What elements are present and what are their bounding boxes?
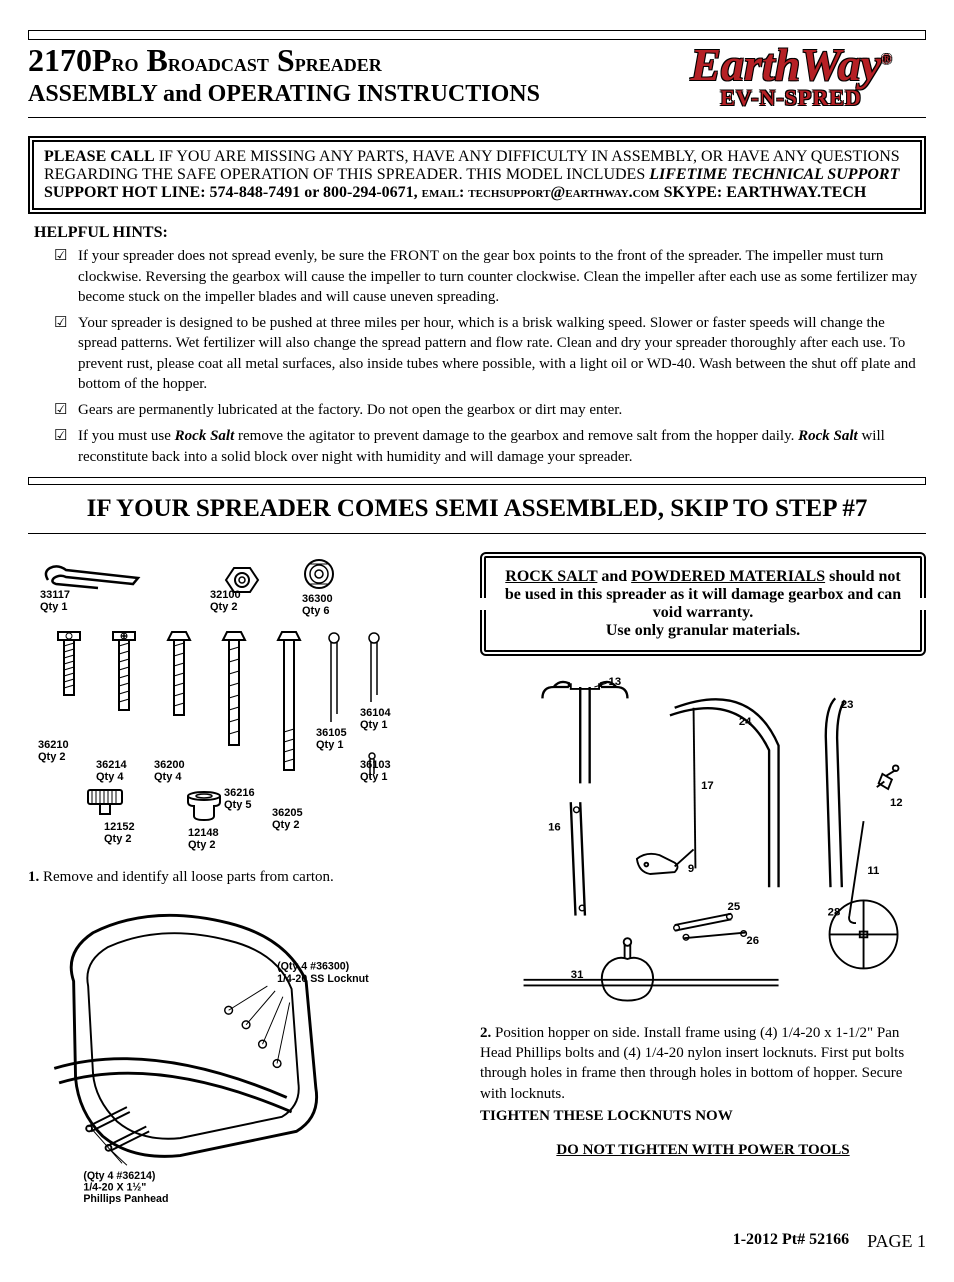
part-qty: Qty 2 [210,601,238,613]
step1-num: 1. [28,869,39,885]
callout-13: 13 [609,676,622,688]
hints-section: HELPFUL HINTS: If your spreader does not… [34,224,920,467]
svg-text:Qty 2: Qty 2 [188,839,216,851]
svg-text:36205: 36205 [272,807,303,819]
rock-salt-warning: ROCK SALT and POWDERED MATERIALS should … [480,552,926,656]
callout-17: 17 [701,780,714,792]
step2-text: Position hopper on side. Install frame u… [480,1025,904,1102]
hint-item: Gears are permanently lubricated at the … [54,400,920,420]
title-block: 2170Pro Broadcast Spreader ASSEMBLY and … [28,42,656,108]
step1-text: Remove and identify all loose parts from… [39,869,334,885]
skype: SKYPE: EARTHWAY.TECH [660,184,867,201]
part-qty: Qty 1 [40,601,68,613]
phillips-label-1: (Qty 4 #36214) [83,1170,156,1182]
callout-31: 31 [571,969,584,981]
support-line1: PLEASE CALL IF YOU ARE MISSING ANY PARTS… [44,148,910,184]
hotline: SUPPORT HOT LINE: 574-848-7491 or 800-29… [44,184,422,201]
warn-powdered: POWDERED MATERIALS [631,568,825,585]
hopper-figure: (Qty 4 #36300) 1/4-20 SS Locknut (Qty 4 … [28,894,468,1204]
subtitle: ASSEMBLY and OPERATING INSTRUCTIONS [28,81,656,108]
parts-diagram: 33117 Qty 1 32100 Qty 2 36300 Qty 6 [28,552,468,852]
callout-11: 11 [867,865,879,877]
h4-mid: remove the agitator to prevent damage to… [234,428,798,444]
hint-item: If your spreader does not spread evenly,… [54,246,920,307]
tighten-now: TIGHTEN THESE LOCKNUTS NOW [480,1106,926,1126]
column-left: 33117 Qty 1 32100 Qty 2 36300 Qty 6 [28,552,468,1209]
callout-24: 24 [739,716,752,728]
svg-text:Qty 2: Qty 2 [38,751,66,763]
svg-text:36104: 36104 [360,707,391,719]
logo-reg: ® [881,53,891,68]
rock-salt: Rock Salt [175,428,235,444]
phillips-label-2: 1/4-20 X 1½" [83,1181,146,1193]
title-sc1: ro [112,48,139,77]
title-w2c: B [147,42,168,78]
hints-title: HELPFUL HINTS: [34,224,920,242]
hints-list: If your spreader does not spread evenly,… [34,246,920,467]
title-w2r: roadcast [168,48,269,77]
divider-bar [28,477,926,485]
callout-23: 23 [841,699,854,711]
main-title: 2170Pro Broadcast Spreader [28,42,656,79]
main-columns: 33117 Qty 1 32100 Qty 2 36300 Qty 6 [28,552,926,1209]
title-w3r: preader [295,48,382,77]
warn-and: and [597,568,631,585]
callout-9: 9 [688,863,694,875]
part-label: 32100 [210,589,241,601]
svg-text:12148: 12148 [188,827,219,839]
svg-text:Qty 2: Qty 2 [272,819,300,831]
svg-text:Qty 4: Qty 4 [154,771,182,783]
please-call: PLEASE CALL [44,148,155,165]
callout-25: 25 [728,901,741,913]
locknut-label-1: (Qty 4 #36300) [277,960,350,972]
support-line2: SUPPORT HOT LINE: 574-848-7491 or 800-29… [44,184,910,202]
skip-banner: IF YOUR SPREADER COMES SEMI ASSEMBLED, S… [28,489,926,534]
rock-salt: Rock Salt [798,428,858,444]
callout-12: 12 [890,797,903,809]
callout-16: 16 [548,821,561,833]
revision: 1-2012 Pt# 52166 [733,1231,849,1252]
svg-text:Qty 4: Qty 4 [96,771,124,783]
part-label: 33117 [40,589,70,601]
step2-num: 2. [480,1025,491,1041]
warn-rocksalt: ROCK SALT [505,568,597,585]
svg-text:36216: 36216 [224,787,255,799]
svg-text:Qty 1: Qty 1 [360,719,388,731]
callout-28: 28 [828,906,841,918]
logo-main: EarthWay® [656,44,926,85]
hint-item: Your spreader is designed to be pushed a… [54,313,920,394]
svg-text:36210: 36210 [38,739,69,751]
brand-logo: EarthWay® EV-N-SPRED [656,42,926,111]
svg-text:36200: 36200 [154,759,185,771]
callout-26: 26 [746,935,759,947]
header: 2170Pro Broadcast Spreader ASSEMBLY and … [28,42,926,118]
h4-before: If you must use [78,428,175,444]
hint-item: If you must use Rock Salt remove the agi… [54,426,920,467]
svg-text:Qty 1: Qty 1 [360,771,388,783]
no-power-tools: DO NOT TIGHTEN WITH POWER TOOLS [480,1142,926,1159]
svg-text:36105: 36105 [316,727,347,739]
phillips-label-3: Phillips Panhead [83,1193,168,1204]
title-prefix: 2170P [28,42,112,78]
title-w3c: S [277,42,295,78]
warn-granular: Use only granular materials. [606,622,800,639]
step-1: 1. Remove and identify all loose parts f… [28,869,468,886]
exploded-view: 13 24 23 17 12 16 [480,670,926,1010]
svg-text:36214: 36214 [96,759,127,771]
lifetime-support: LIFETIME TECHNICAL SUPPORT [649,166,899,183]
svg-text:Qty 2: Qty 2 [104,833,132,845]
svg-text:Qty 1: Qty 1 [316,739,344,751]
page-number: PAGE 1 [867,1231,926,1252]
svg-text:12152: 12152 [104,821,135,833]
support-box: PLEASE CALL IF YOU ARE MISSING ANY PARTS… [28,136,926,214]
locknut-label-2: 1/4-20 SS Locknut [277,973,369,985]
footer: 1-2012 Pt# 52166 PAGE 1 [28,1231,926,1252]
email: email: techsupport@earthway.com [422,184,660,201]
step-2: 2. Position hopper on side. Install fram… [480,1023,926,1126]
svg-text:Qty 5: Qty 5 [224,799,252,811]
part-qty: Qty 6 [302,605,330,617]
part-label: 36300 [302,593,333,605]
svg-text:36103: 36103 [360,759,391,771]
column-right: ROCK SALT and POWDERED MATERIALS should … [480,552,926,1209]
